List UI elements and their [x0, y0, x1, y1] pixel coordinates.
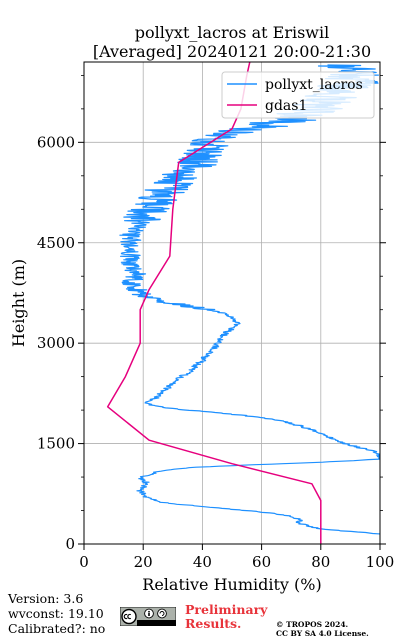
axis-ticks: 0 20 40 60 80 100 0 1500 3000 4500 6000 — [37, 74, 395, 571]
license-badge-strip — [137, 620, 176, 626]
y-tick-label: 3000 — [37, 334, 75, 352]
series-line-pollyxt-lacros — [119, 64, 380, 535]
cc-letters-icon — [123, 613, 132, 620]
plot-frame — [83, 61, 381, 545]
x-tick-label: 80 — [311, 553, 330, 571]
attribution-body-icon — [148, 613, 150, 616]
x-tick-label: 20 — [134, 553, 153, 571]
chart-subtitle: [Averaged] 20240121 20:00-21:30 — [93, 42, 371, 61]
copyright-note: © TROPOS 2024. CC BY SA 4.0 License. — [276, 620, 369, 638]
x-tick-label: 60 — [252, 553, 271, 571]
series-layer — [106, 62, 380, 544]
legend-label-gdas1: gdas1 — [265, 98, 307, 114]
chart-canvas: 0 20 40 60 80 100 0 1500 3000 4500 6000 pollyxt_la… — [9, 23, 395, 594]
x-axis-label: Relative Humidity (%) — [142, 575, 321, 594]
calibrated-text: Calibrated?: no — [8, 621, 106, 636]
preliminary-line-1: Preliminary — [185, 602, 268, 617]
y-tick-label: 4500 — [37, 234, 75, 252]
preliminary-line-2: Results. — [185, 616, 242, 631]
legend-label-pollyxt-lacros: pollyxt_lacros — [265, 77, 363, 93]
share-alike-arrow-icon — [159, 611, 165, 616]
x-tick-label: 40 — [193, 553, 212, 571]
y-tick-label: 0 — [65, 535, 75, 553]
series-line-gdas1 — [106, 62, 322, 544]
share-alike-icon — [157, 608, 167, 619]
copyright-line-1: © TROPOS 2024. — [276, 620, 349, 629]
cc-logo-icon — [121, 608, 137, 625]
y-tick-label: 6000 — [37, 133, 75, 151]
cc-by-sa-license-badge — [120, 607, 176, 626]
chart-title: pollyxt_lacros at Eriswil — [135, 23, 329, 42]
y-axis-label: Height (m) — [9, 259, 28, 347]
preliminary-results-note: Preliminary Results. — [185, 603, 267, 631]
copyright-line-2: CC BY SA 4.0 License. — [276, 629, 369, 638]
x-tick-label: 100 — [366, 553, 395, 571]
legend: pollyxt_lacros gdas1 — [221, 71, 375, 119]
attribution-head-icon — [148, 610, 150, 613]
y-tick-label: 1500 — [37, 435, 75, 453]
legend-box — [221, 71, 375, 119]
wvconst-text: wvconst: 19.10 — [8, 606, 104, 621]
x-tick-label: 0 — [79, 553, 89, 571]
version-text: Version: 3.6 — [8, 591, 84, 606]
